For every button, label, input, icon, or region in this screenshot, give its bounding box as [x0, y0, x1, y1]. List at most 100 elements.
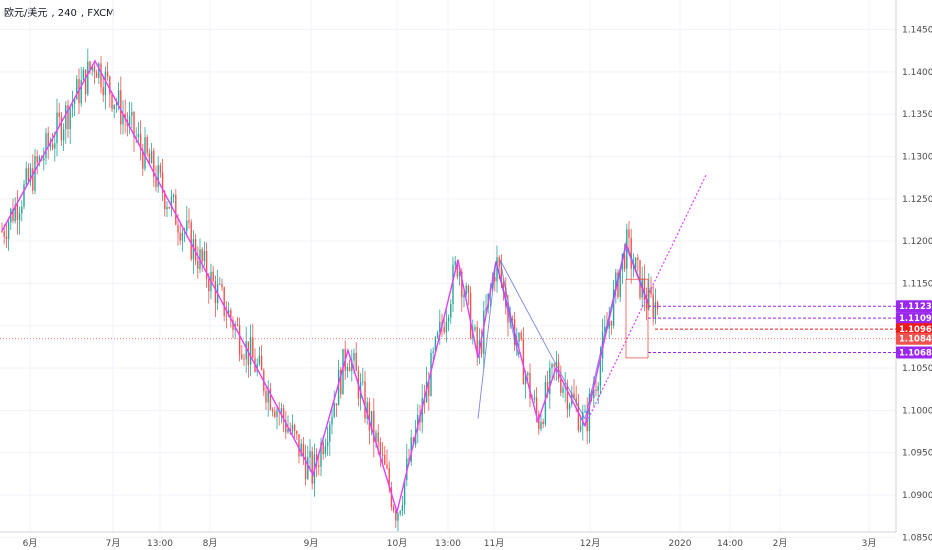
candle-body: [148, 153, 151, 164]
candle-body: [82, 69, 85, 81]
candle-body: [302, 443, 305, 457]
candle-body: [32, 168, 34, 191]
candle-body: [337, 369, 340, 406]
range-box: [625, 278, 649, 359]
candle-body: [304, 456, 307, 480]
candle-body: [527, 372, 529, 376]
candle-body: [300, 443, 302, 457]
candle-body: [69, 108, 71, 130]
candle-body: [434, 337, 437, 352]
candle-body: [25, 168, 27, 185]
candle-body: [45, 133, 47, 158]
candle-body: [150, 150, 153, 164]
candle-body: [579, 426, 582, 431]
candle-body: [390, 487, 393, 507]
candle-body: [221, 283, 223, 288]
candles-group: [1, 48, 659, 532]
candle-body: [252, 337, 254, 358]
candle-body: [197, 260, 199, 270]
x-tick-label: 10月: [387, 538, 407, 549]
candle-body: [190, 222, 192, 260]
y-tick-label: 1.11500: [902, 279, 932, 289]
price-label-text: 1.10960: [899, 325, 932, 335]
candle-body: [456, 261, 459, 277]
candle-body: [153, 150, 155, 177]
candle-body: [223, 287, 225, 316]
candle-body: [102, 87, 104, 96]
candle-body: [29, 168, 32, 181]
candle-body: [511, 319, 514, 321]
candle-body: [155, 176, 157, 187]
candle-body: [392, 506, 395, 511]
candle-body: [271, 409, 274, 412]
candle-body: [214, 281, 217, 304]
candle-body: [443, 326, 445, 333]
candle-body: [593, 389, 595, 399]
candle-body: [366, 402, 368, 419]
candle-body: [1, 231, 3, 232]
candle-body: [62, 129, 65, 141]
candle-body: [98, 63, 100, 78]
candle-body: [368, 402, 371, 431]
candle-body: [632, 267, 635, 269]
candle-body: [49, 144, 52, 147]
candle-body: [291, 424, 294, 432]
x-tick-label: 7月: [106, 538, 121, 549]
candle-body: [170, 196, 173, 209]
candle-body: [355, 352, 357, 372]
x-tick-label: 12月: [580, 538, 600, 549]
candle-body: [128, 115, 131, 126]
candle-body: [100, 63, 102, 88]
candle-body: [379, 442, 382, 455]
symbol-label: 欧元/美元: [4, 8, 48, 19]
candle-body: [142, 149, 144, 169]
candle-body: [18, 213, 21, 220]
candle-body: [507, 306, 509, 323]
candle-body: [84, 69, 87, 95]
candle-body: [496, 257, 498, 282]
candle-body: [71, 103, 74, 109]
candle-body: [410, 437, 412, 463]
candle-body: [293, 424, 296, 432]
candle-body: [595, 389, 597, 391]
candle-body: [465, 285, 467, 295]
candle-body: [454, 261, 456, 266]
candle-body: [522, 339, 525, 385]
candle-body: [577, 403, 580, 431]
candle-body: [177, 224, 179, 233]
candle-body: [139, 133, 142, 150]
candle-body: [628, 229, 630, 238]
candle-body: [179, 232, 181, 241]
candle-body: [5, 236, 8, 240]
candle-body: [181, 232, 184, 241]
candle-body: [483, 310, 485, 354]
candle-body: [21, 206, 23, 214]
y-tick-label: 1.09000: [902, 491, 932, 501]
candle-body: [573, 393, 575, 399]
candle-body: [324, 446, 327, 454]
candle-body: [201, 249, 203, 262]
candle-body: [274, 411, 276, 417]
candle-body: [309, 451, 311, 458]
candle-body: [346, 366, 349, 371]
candle-body: [192, 239, 195, 260]
candle-body: [377, 432, 379, 443]
candle-body: [260, 355, 263, 371]
exchange-label: FXCM: [87, 8, 115, 19]
price-label-text: 1.10847: [899, 335, 932, 345]
candle-body: [16, 204, 19, 220]
candle-body: [60, 116, 63, 141]
candle-body: [452, 265, 454, 305]
candle-body: [485, 308, 487, 311]
candle-body: [95, 72, 98, 78]
candle-body: [348, 366, 351, 372]
candle-body: [93, 66, 96, 73]
candle-body: [320, 442, 322, 467]
candle-body: [109, 76, 111, 95]
candle-body: [133, 112, 135, 138]
y-tick-label: 1.13500: [902, 110, 932, 120]
candle-body: [524, 375, 527, 385]
candle-body: [311, 451, 313, 484]
